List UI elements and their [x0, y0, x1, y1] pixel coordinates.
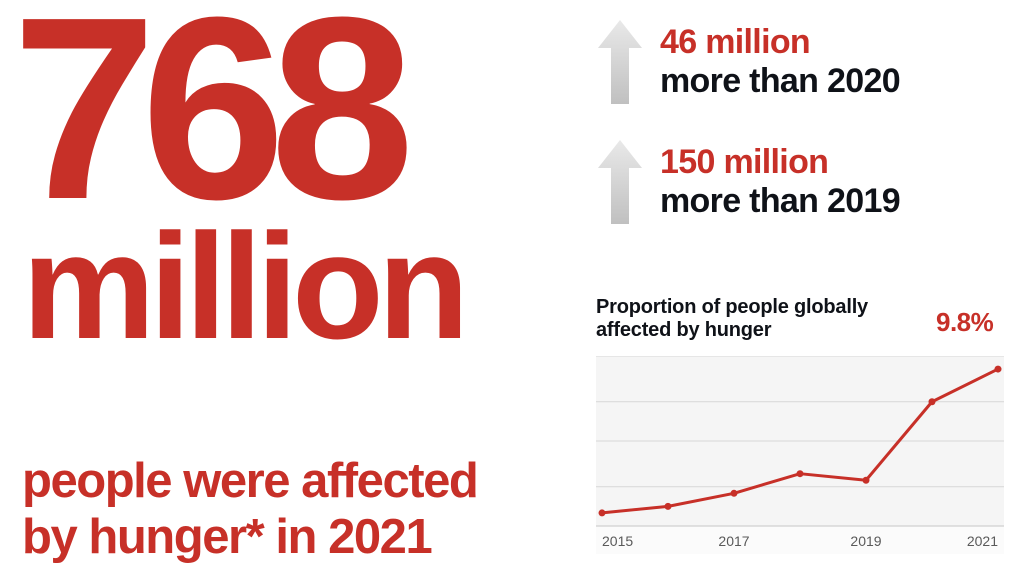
- chart-title: Proportion of people globally affected b…: [596, 296, 914, 342]
- comparison-value: 150 million: [660, 143, 900, 182]
- arrow-up-icon: [596, 138, 644, 226]
- chart-panel: Proportion of people globally affected b…: [596, 296, 1004, 554]
- comparison-row: 150 million more than 2019: [596, 138, 900, 226]
- svg-text:2017: 2017: [718, 533, 749, 549]
- comparison-context: more than 2019: [660, 182, 900, 221]
- chart-end-label: 9.8%: [936, 307, 993, 338]
- svg-text:2019: 2019: [850, 533, 881, 549]
- headline-word: million: [22, 200, 463, 373]
- headline-subline-2: by hunger* in 2021: [22, 509, 431, 565]
- line-chart: 2015 2017 2019 2021: [596, 356, 1004, 554]
- comparison-value: 46 million: [660, 23, 900, 62]
- comparison-row: 46 million more than 2020: [596, 18, 900, 106]
- infographic-canvas: 768 million people were affected by hung…: [0, 0, 1024, 576]
- comparison-context: more than 2020: [660, 62, 900, 101]
- svg-text:2021: 2021: [967, 533, 998, 549]
- headline-subline-1: people were affected: [22, 453, 477, 509]
- svg-text:2015: 2015: [602, 533, 633, 549]
- arrow-up-icon: [596, 18, 644, 106]
